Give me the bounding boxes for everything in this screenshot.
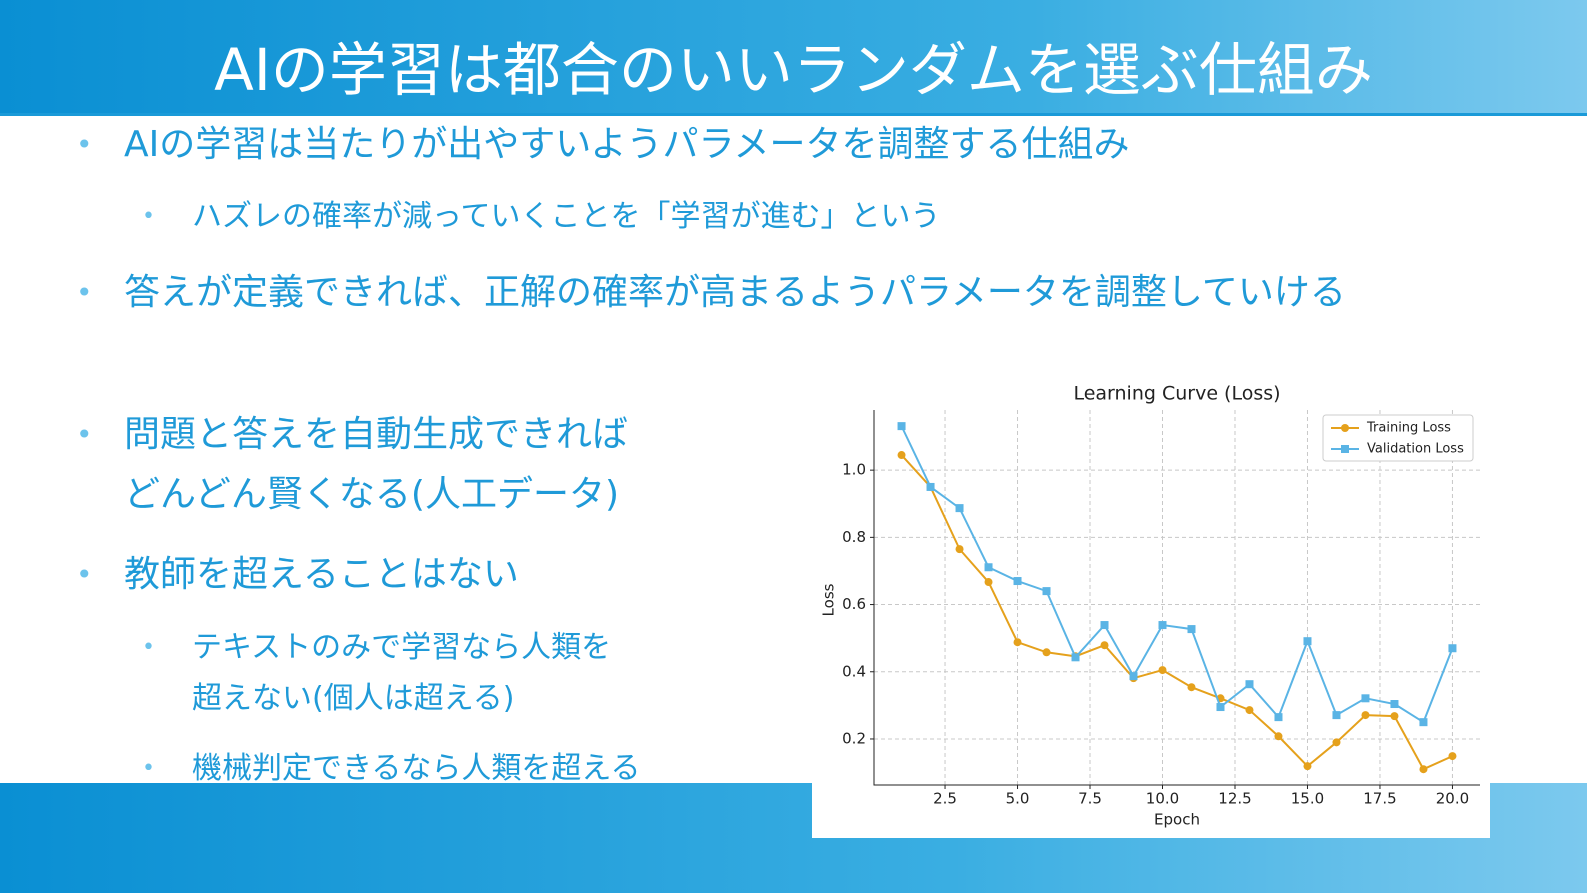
legend-label: Training Loss bbox=[1366, 421, 1451, 436]
x-tick-label: 10.0 bbox=[1146, 790, 1179, 808]
marker bbox=[897, 451, 906, 460]
marker bbox=[984, 563, 993, 572]
marker bbox=[1274, 713, 1283, 722]
marker bbox=[955, 545, 964, 554]
marker bbox=[1187, 625, 1196, 634]
legend-box bbox=[1322, 414, 1474, 462]
marker bbox=[1419, 718, 1428, 727]
marker bbox=[1390, 700, 1399, 709]
marker bbox=[984, 578, 993, 587]
marker bbox=[926, 482, 935, 491]
marker bbox=[1332, 738, 1341, 747]
bullet: 答えが定義できれば、正解の確率が高まるようパラメータを調整していける bbox=[76, 263, 1524, 323]
y-tick-label: 0.8 bbox=[842, 528, 866, 546]
legend-marker bbox=[1341, 424, 1349, 432]
marker bbox=[1100, 641, 1109, 650]
bullet: 問題と答えを自動生成できれば どんどん賢くなる(人工データ) bbox=[76, 405, 628, 525]
bullet: 教師を超えることはない bbox=[76, 545, 519, 605]
y-tick-label: 0.4 bbox=[842, 662, 866, 680]
marker bbox=[1216, 703, 1225, 712]
series-line bbox=[900, 425, 1454, 724]
x-tick-label: 5.0 bbox=[1006, 790, 1030, 808]
y-tick-label: 0.6 bbox=[842, 595, 866, 613]
chart: Learning Curve (Loss) Epoch Loss 0.2 0.4 0… bbox=[812, 380, 1490, 838]
x-tick-label: 2.5 bbox=[933, 790, 957, 808]
marker bbox=[1013, 577, 1022, 586]
x-tick-label: 17.5 bbox=[1363, 790, 1396, 808]
y-tick-label: 1.0 bbox=[842, 461, 866, 479]
sub-bullet: テキストのみで学習なら人類を 超えない(個人は超える) bbox=[142, 622, 611, 724]
marker bbox=[1361, 711, 1370, 720]
marker bbox=[1187, 683, 1196, 692]
legend-marker bbox=[1341, 445, 1349, 453]
slide-title: AIの学習は都合のいいランダムを選ぶ仕組み bbox=[214, 36, 1373, 104]
x-tick-label: 12.5 bbox=[1218, 790, 1251, 808]
x-axis-label: Epoch bbox=[1154, 811, 1200, 829]
marker bbox=[1303, 762, 1312, 771]
chart-title: Learning Curve (Loss) bbox=[1073, 383, 1280, 405]
bullet: AIの学習は当たりが出やすいようパラメータを調整する仕組み bbox=[76, 115, 1129, 175]
marker bbox=[1419, 765, 1428, 774]
marker bbox=[1361, 694, 1370, 703]
marker bbox=[1274, 732, 1283, 741]
marker bbox=[1071, 653, 1080, 662]
marker bbox=[1303, 637, 1312, 646]
marker bbox=[1390, 712, 1399, 721]
axes bbox=[873, 410, 1480, 786]
x-tick-label: 20.0 bbox=[1436, 790, 1469, 808]
x-tick-label: 15.0 bbox=[1291, 790, 1324, 808]
y-tick-label: 0.2 bbox=[842, 729, 866, 747]
marker bbox=[1245, 680, 1254, 689]
marker bbox=[1332, 711, 1341, 720]
marker bbox=[1042, 587, 1051, 596]
marker bbox=[955, 504, 964, 513]
sub-bullet: 機械判定できるなら人類を超える bbox=[142, 743, 640, 794]
marker bbox=[1100, 621, 1109, 630]
marker bbox=[897, 422, 906, 431]
marker bbox=[1158, 666, 1167, 675]
header: AIの学習は都合のいいランダムを選ぶ仕組み bbox=[0, 0, 1587, 116]
marker bbox=[1158, 621, 1167, 630]
marker bbox=[1013, 638, 1022, 647]
series-line bbox=[900, 454, 1453, 771]
marker bbox=[1042, 648, 1051, 657]
y-axis-label: Loss bbox=[820, 583, 838, 616]
marker bbox=[1448, 752, 1457, 761]
marker bbox=[1448, 644, 1457, 653]
legend-label: Validation Loss bbox=[1367, 442, 1464, 457]
x-tick-label: 7.5 bbox=[1078, 790, 1102, 808]
sub-bullet: ハズレの確率が減っていくことを「学習が進む」という bbox=[142, 191, 940, 242]
marker bbox=[1245, 706, 1254, 715]
marker bbox=[1129, 672, 1138, 681]
